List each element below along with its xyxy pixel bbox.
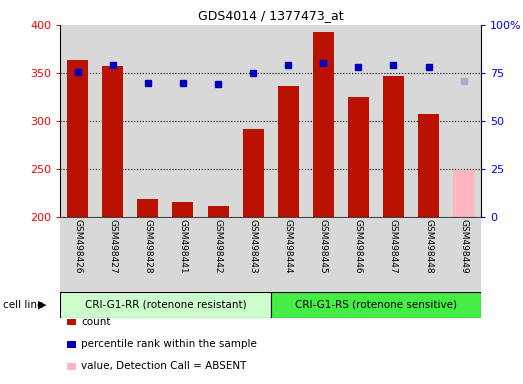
Text: CRI-G1-RS (rotenone sensitive): CRI-G1-RS (rotenone sensitive)	[295, 300, 457, 310]
Bar	[341, 25, 376, 217]
Bar	[200, 217, 235, 292]
Text: GSM498445: GSM498445	[319, 219, 328, 274]
Bar	[235, 25, 271, 217]
Text: GSM498449: GSM498449	[459, 219, 468, 274]
Bar	[348, 97, 369, 217]
Bar	[411, 25, 446, 217]
Bar	[446, 25, 481, 217]
Bar	[67, 363, 76, 370]
Bar	[102, 66, 123, 217]
Text: GSM498428: GSM498428	[143, 219, 152, 274]
Bar	[60, 25, 95, 217]
Bar	[165, 25, 200, 217]
Bar	[130, 25, 165, 217]
Text: percentile rank within the sample: percentile rank within the sample	[81, 339, 257, 349]
Bar	[60, 217, 95, 292]
Bar	[138, 199, 158, 217]
Bar	[278, 86, 299, 217]
Bar	[243, 129, 264, 217]
Bar	[200, 25, 235, 217]
Bar	[165, 217, 200, 292]
Text: GSM498448: GSM498448	[424, 219, 433, 274]
Bar	[95, 25, 130, 217]
Bar	[235, 217, 271, 292]
Bar	[95, 217, 130, 292]
Bar	[60, 292, 271, 318]
Title: GDS4014 / 1377473_at: GDS4014 / 1377473_at	[198, 9, 344, 22]
Text: GSM498446: GSM498446	[354, 219, 363, 274]
Bar	[271, 217, 306, 292]
Text: GSM498442: GSM498442	[213, 219, 222, 274]
Text: GSM498441: GSM498441	[178, 219, 187, 274]
Bar	[208, 207, 229, 217]
Text: GSM498447: GSM498447	[389, 219, 398, 274]
Bar	[67, 319, 76, 326]
Text: GSM498443: GSM498443	[248, 219, 258, 274]
Text: count: count	[81, 317, 110, 327]
Bar	[313, 32, 334, 217]
Bar	[271, 25, 306, 217]
Bar	[306, 217, 341, 292]
Bar	[383, 76, 404, 217]
Bar	[173, 202, 194, 217]
Text: GSM498426: GSM498426	[73, 219, 82, 274]
Bar	[418, 114, 439, 217]
Bar	[67, 60, 88, 217]
Bar	[376, 217, 411, 292]
Bar	[341, 217, 376, 292]
Bar	[376, 25, 411, 217]
Text: GSM498427: GSM498427	[108, 219, 117, 274]
Bar	[306, 25, 341, 217]
Text: ▶: ▶	[38, 300, 46, 310]
Bar	[271, 292, 481, 318]
Text: value, Detection Call = ABSENT: value, Detection Call = ABSENT	[81, 361, 246, 371]
Bar	[67, 341, 76, 348]
Bar	[130, 217, 165, 292]
Text: CRI-G1-RR (rotenone resistant): CRI-G1-RR (rotenone resistant)	[85, 300, 246, 310]
Bar	[453, 170, 474, 217]
Bar	[446, 217, 481, 292]
Text: cell line: cell line	[3, 300, 43, 310]
Bar	[411, 217, 446, 292]
Text: GSM498444: GSM498444	[283, 219, 293, 274]
